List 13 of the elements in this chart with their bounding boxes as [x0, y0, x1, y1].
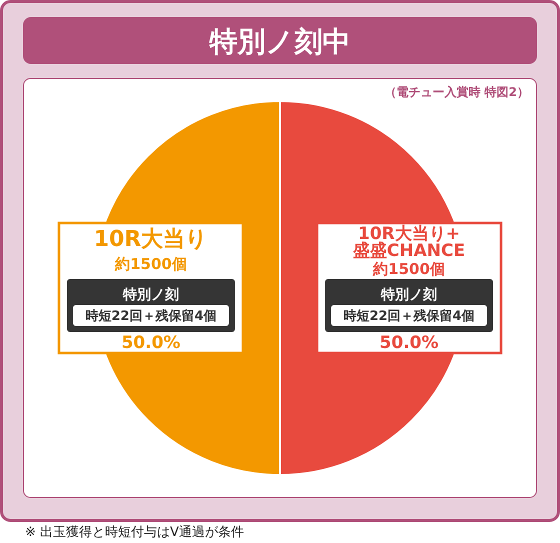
slice-label: 10R大当り+ 盛盛CHANCE: [352, 224, 466, 261]
text: 特別ノ刻: [380, 286, 438, 303]
text: 時短22回＋残保留4個: [85, 309, 217, 324]
text: 約1500個: [114, 255, 187, 273]
text: ※ 出玉獲得と時短付与はV通過が条件: [25, 525, 244, 540]
slice-label: 10R大当り: [94, 227, 208, 252]
text: 時短22回＋残保留4個: [343, 309, 475, 324]
data-label: 50.0%: [121, 333, 180, 353]
chart-title: 特別ノ刻中: [208, 25, 350, 58]
text: 約1500個: [372, 260, 445, 278]
data-label: 50.0%: [380, 333, 439, 353]
text: 特別ノ刻: [122, 286, 179, 303]
text: （電チュー入賞時 特図2）: [384, 85, 529, 99]
